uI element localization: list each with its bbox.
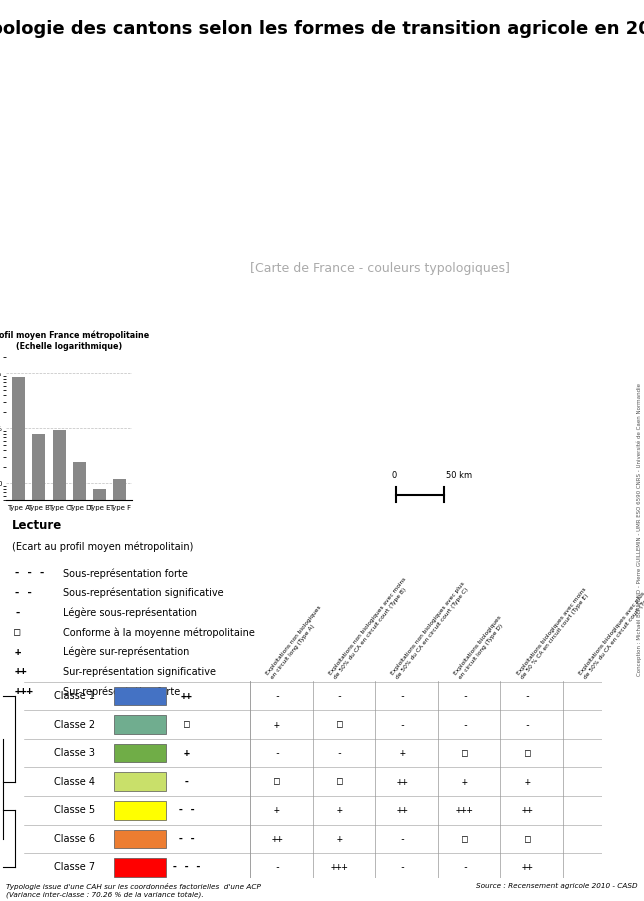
Text: Classe 6: Classe 6	[54, 833, 95, 844]
Text: Sous-représentation significative: Sous-représentation significative	[63, 587, 223, 598]
Text: -: -	[399, 720, 405, 730]
Text: Classe 1: Classe 1	[54, 691, 95, 701]
Bar	[12, 378, 25, 901]
Text: Sur-représentation forte: Sur-représentation forte	[63, 686, 180, 696]
Text: -: -	[399, 691, 405, 701]
Text: Conforme à la moyenne métropolitaine: Conforme à la moyenne métropolitaine	[63, 627, 255, 638]
FancyBboxPatch shape	[115, 830, 166, 848]
Text: Sous-représentation forte: Sous-représentation forte	[63, 568, 188, 578]
Text: +++: +++	[14, 686, 33, 696]
Text: - -: - -	[178, 805, 196, 815]
Bar	[73, 461, 86, 901]
Text: -: -	[274, 862, 280, 872]
Text: +: +	[524, 777, 531, 787]
Text: Légère sous-représentation: Légère sous-représentation	[63, 607, 197, 618]
Bar	[32, 433, 46, 901]
Text: - - -: - - -	[14, 568, 46, 578]
Text: ++: ++	[181, 691, 193, 701]
Text: Lecture: Lecture	[12, 519, 62, 532]
Text: -: -	[337, 748, 343, 759]
Text: -: -	[274, 748, 280, 759]
FancyBboxPatch shape	[115, 858, 166, 877]
Text: □: □	[184, 720, 189, 730]
Text: -: -	[524, 691, 531, 701]
Text: - - -: - - -	[172, 862, 202, 872]
Text: -: -	[524, 720, 531, 730]
Text: □: □	[337, 720, 343, 730]
Text: +: +	[274, 805, 280, 815]
Text: Exploitations non biologiques avec plus
de 50% du CA en circuit court (Type C): Exploitations non biologiques avec plus …	[390, 581, 471, 679]
Text: Classe 4: Classe 4	[54, 777, 95, 787]
Text: +: +	[462, 777, 468, 787]
Text: -: -	[14, 607, 21, 617]
Bar	[93, 489, 106, 901]
Text: +: +	[337, 805, 343, 815]
Text: Source : Recensement agricole 2010 - CASD: Source : Recensement agricole 2010 - CAS…	[476, 883, 638, 889]
Text: □: □	[524, 833, 531, 844]
Text: +++: +++	[331, 862, 348, 872]
Text: Exploitations biologiques
en circuit long (Type D): Exploitations biologiques en circuit lon…	[453, 614, 507, 679]
Text: □: □	[462, 833, 468, 844]
Text: Classe 5: Classe 5	[54, 805, 95, 815]
Text: □: □	[524, 748, 531, 759]
Text: ++: ++	[522, 862, 533, 872]
Text: ++: ++	[522, 805, 533, 815]
Text: Exploitations non biologiques
en circuit long (Type A): Exploitations non biologiques en circuit…	[265, 605, 327, 679]
Text: Typologie issue d'une CAH sur les coordonnées factorielles  d'une ACP
(Variance : Typologie issue d'une CAH sur les coordo…	[6, 883, 261, 897]
Text: - -: - -	[14, 587, 33, 597]
Text: 0: 0	[392, 471, 397, 480]
Text: Typologie des cantons selon les formes de transition agricole en 2010: Typologie des cantons selon les formes d…	[0, 20, 644, 38]
Text: -: -	[337, 691, 343, 701]
Text: [Carte de France - couleurs typologiques]: [Carte de France - couleurs typologiques…	[250, 261, 510, 275]
Text: Classe 3: Classe 3	[54, 748, 95, 759]
Bar	[53, 430, 66, 901]
Text: - -: - -	[178, 833, 196, 844]
Text: Exploitations non biologiques avec moins
de 50% du CA en circuit court (Type B): Exploitations non biologiques avec moins…	[328, 577, 412, 679]
Text: -: -	[274, 691, 280, 701]
Text: Légère sur-représentation: Légère sur-représentation	[63, 647, 189, 657]
Text: (Ecart au profil moyen métropolitain): (Ecart au profil moyen métropolitain)	[12, 542, 193, 552]
Text: Classe 2: Classe 2	[54, 720, 95, 730]
FancyBboxPatch shape	[115, 801, 166, 820]
Text: -: -	[462, 691, 468, 701]
Text: -: -	[184, 777, 189, 787]
Text: +: +	[399, 748, 405, 759]
Text: ++: ++	[396, 777, 408, 787]
Text: ++: ++	[271, 833, 283, 844]
Text: ++: ++	[396, 805, 408, 815]
Text: -: -	[462, 862, 468, 872]
Text: Classe 7: Classe 7	[54, 862, 95, 872]
Text: Exploitations biologiques avec plus
de 50% du CA en circuit court (Type F): Exploitations biologiques avec plus de 5…	[578, 583, 644, 679]
Text: ++: ++	[14, 667, 26, 677]
Text: +++: +++	[456, 805, 474, 815]
Bar	[113, 479, 126, 901]
Text: □: □	[14, 627, 21, 637]
Text: □: □	[274, 777, 280, 787]
FancyBboxPatch shape	[115, 744, 166, 762]
Text: □: □	[462, 748, 468, 759]
Text: -: -	[399, 862, 405, 872]
Text: Exploitations biologiques avec moins
de 50 % CA en circuit court (Type E): Exploitations biologiques avec moins de …	[516, 587, 592, 679]
FancyBboxPatch shape	[115, 687, 166, 705]
Text: +: +	[14, 647, 21, 657]
Title: Profil moyen France métropolitaine
(Echelle logarithmique): Profil moyen France métropolitaine (Eche…	[0, 331, 149, 350]
Text: +: +	[337, 833, 343, 844]
FancyBboxPatch shape	[115, 715, 166, 734]
Text: 50 km: 50 km	[446, 471, 473, 480]
Text: Conception : Michaël BERMOND - Pierre GUILLEMIN - UMR ESO 6590 CNRS - Université: Conception : Michaël BERMOND - Pierre GU…	[636, 383, 642, 676]
Text: -: -	[399, 833, 405, 844]
Text: -: -	[462, 720, 468, 730]
Text: □: □	[337, 777, 343, 787]
Text: Sur-représentation significative: Sur-représentation significative	[63, 667, 216, 677]
Text: +: +	[184, 748, 189, 759]
Text: +: +	[274, 720, 280, 730]
FancyBboxPatch shape	[115, 772, 166, 791]
